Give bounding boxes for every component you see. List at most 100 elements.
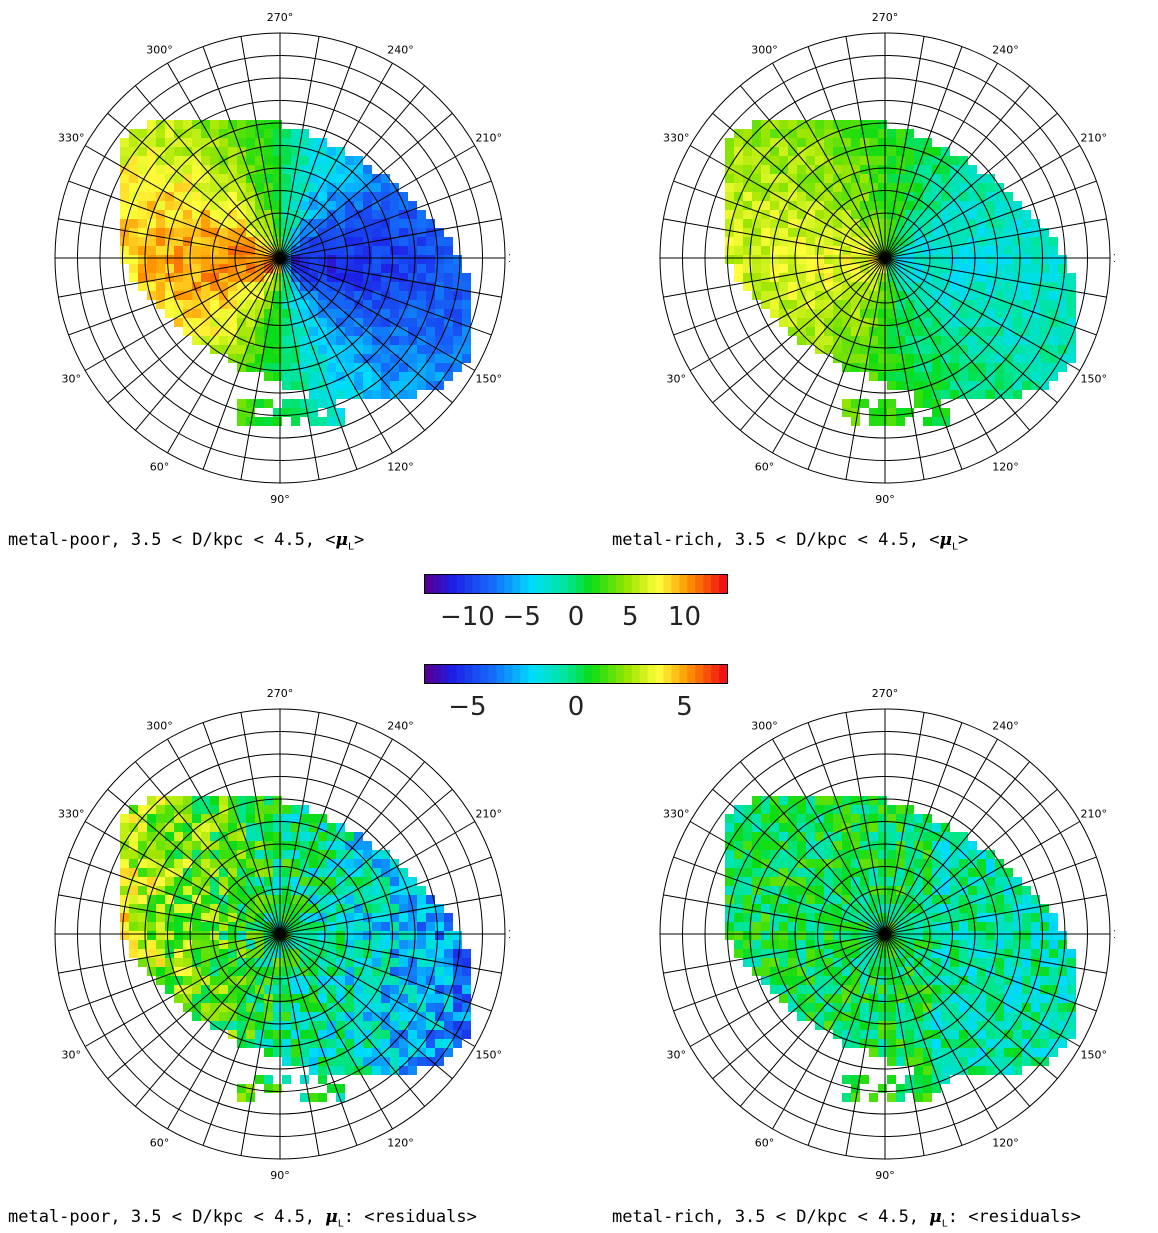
heatmap-cell	[1067, 985, 1076, 994]
heatmap-cell	[381, 363, 390, 372]
heatmap-cell	[273, 147, 282, 156]
heatmap-cell	[995, 363, 1004, 372]
heatmap-cell	[246, 129, 255, 138]
heatmap-cell	[932, 1057, 941, 1066]
heatmap-cell	[833, 1021, 842, 1030]
heatmap-cell	[264, 354, 273, 363]
heatmap-cell	[300, 1048, 309, 1057]
heatmap-cell	[444, 372, 453, 381]
heatmap-cell	[923, 967, 932, 976]
heatmap-cell	[779, 805, 788, 814]
heatmap-cell	[896, 381, 905, 390]
heatmap-cell	[1031, 228, 1040, 237]
heatmap-cell	[986, 949, 995, 958]
heatmap-cell	[734, 931, 743, 940]
heatmap-cell	[833, 201, 842, 210]
heatmap-cell	[363, 868, 372, 877]
heatmap-cell	[761, 165, 770, 174]
heatmap-cell	[345, 832, 354, 841]
heatmap-cell	[1013, 264, 1022, 273]
heatmap-cell	[959, 859, 968, 868]
heatmap-cell	[905, 859, 914, 868]
heatmap-cell	[264, 156, 273, 165]
heatmap-cell	[300, 814, 309, 823]
heatmap-cell	[273, 814, 282, 823]
colorbar-cell	[488, 665, 498, 683]
heatmap-cell	[417, 210, 426, 219]
heatmap-cell	[1031, 994, 1040, 1003]
heatmap-cell	[887, 1021, 896, 1030]
heatmap-cell	[725, 922, 734, 931]
heatmap-cell	[264, 913, 273, 922]
heatmap-cell	[1040, 345, 1049, 354]
heatmap-cell	[869, 913, 878, 922]
heatmap-cell	[950, 246, 959, 255]
heatmap-cell	[815, 976, 824, 985]
heatmap-cell	[138, 210, 147, 219]
heatmap-cell	[120, 841, 129, 850]
heatmap-cell	[761, 246, 770, 255]
grid-spoke	[772, 62, 886, 259]
grid-spoke	[240, 712, 281, 935]
heatmap-cell	[1004, 967, 1013, 976]
heatmap-cell	[923, 1084, 932, 1093]
heatmap-cell	[842, 219, 851, 228]
heatmap-cell	[986, 913, 995, 922]
heatmap-cell	[869, 372, 878, 381]
heatmap-cell	[129, 138, 138, 147]
heatmap-cell	[842, 1039, 851, 1048]
heatmap-cell	[372, 273, 381, 282]
heatmap-cell	[896, 318, 905, 327]
heatmap-cell	[788, 156, 797, 165]
heatmap-cell	[165, 291, 174, 300]
heatmap-cell	[1013, 1003, 1022, 1012]
heatmap-cell	[761, 129, 770, 138]
heatmap-cell	[842, 841, 851, 850]
polar-heatmap-metal-poor-residuals: 270°240°210°180°150°120°90°60°30°0°330°3…	[54, 687, 510, 1182]
heatmap-cell	[381, 967, 390, 976]
heatmap-cell	[255, 1039, 264, 1048]
heatmap-cell	[752, 192, 761, 201]
heatmap-cell	[869, 300, 878, 309]
heatmap-cell	[806, 859, 815, 868]
heatmap-cell	[743, 246, 752, 255]
heatmap-cell	[1031, 967, 1040, 976]
heatmap-cell	[842, 363, 851, 372]
heatmap-cell	[390, 354, 399, 363]
angle-tick-label: 120°	[992, 461, 1019, 474]
heatmap-cell	[165, 219, 174, 228]
heatmap-cell	[246, 147, 255, 156]
heatmap-cell	[842, 913, 851, 922]
heatmap-cell	[869, 255, 878, 264]
grid-spoke	[673, 257, 886, 336]
heatmap-cell	[1004, 327, 1013, 336]
grid-spoke	[279, 36, 320, 259]
heatmap-cell	[237, 228, 246, 237]
heatmap-cell	[273, 336, 282, 345]
heatmap-cell	[788, 877, 797, 886]
heatmap-cell	[842, 796, 851, 805]
heatmap-cell	[752, 895, 761, 904]
heatmap-cell	[779, 994, 788, 1003]
heatmap-cell	[797, 228, 806, 237]
heatmap-cell	[372, 192, 381, 201]
heatmap-cell	[174, 309, 183, 318]
heatmap-cell	[995, 931, 1004, 940]
heatmap-cell	[725, 183, 734, 192]
heatmap-cell	[824, 814, 833, 823]
heatmap-cell	[734, 814, 743, 823]
heatmap-cell	[444, 291, 453, 300]
heatmap-cell	[1067, 354, 1076, 363]
heatmap-cell	[192, 922, 201, 931]
heatmap-cell	[851, 120, 860, 129]
heatmap-cell	[210, 805, 219, 814]
heatmap-cell	[255, 958, 264, 967]
heatmap-cell	[770, 967, 779, 976]
heatmap-cell	[381, 228, 390, 237]
heatmap-cell	[246, 814, 255, 823]
heatmap-cell	[968, 165, 977, 174]
heatmap-cell	[824, 841, 833, 850]
heatmap-cell	[201, 994, 210, 1003]
heatmap-cell	[327, 949, 336, 958]
heatmap-cell	[165, 985, 174, 994]
